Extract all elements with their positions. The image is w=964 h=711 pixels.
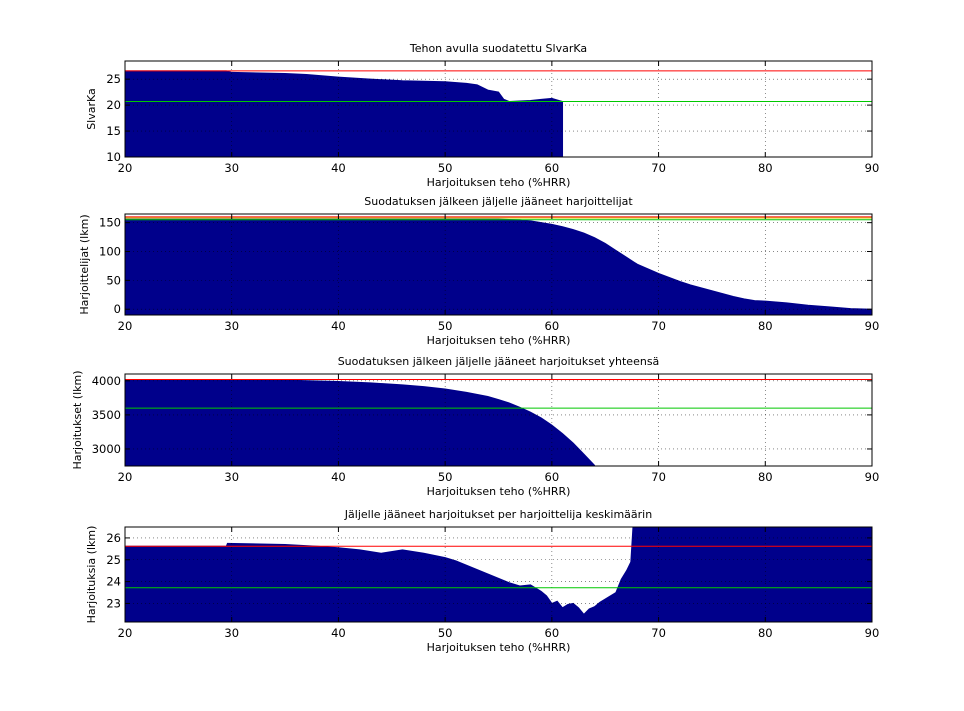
x-tick-label: 60 xyxy=(545,161,560,175)
subplot-1: 20 30 40 50 60 70 80 90 10 15 20 25 Tehon avulla suo… xyxy=(85,42,879,189)
x-tick-label: 50 xyxy=(438,626,453,640)
axes-box xyxy=(124,213,873,316)
x-tick-label: 40 xyxy=(331,626,346,640)
y-tick-label: 50 xyxy=(106,273,121,287)
x-tick-label: 20 xyxy=(118,161,133,175)
y-tick-label: 4000 xyxy=(92,374,121,388)
x-tick-label: 90 xyxy=(865,626,880,640)
x-tick-label: 40 xyxy=(331,319,346,333)
x-tick-label: 30 xyxy=(224,319,239,333)
y-tick-label: 150 xyxy=(99,216,121,230)
x-tick-label: 20 xyxy=(118,319,133,333)
x-axis-label: Harjoituksen teho (%HRR) xyxy=(427,176,571,189)
x-tick-label: 40 xyxy=(331,161,346,175)
x-tick-label: 30 xyxy=(224,161,239,175)
x-axis-label: Harjoituksen teho (%HRR) xyxy=(427,641,571,654)
x-tick-label: 80 xyxy=(758,626,773,640)
y-tick-label: 100 xyxy=(99,245,121,259)
x-tick-label: 90 xyxy=(865,470,880,484)
x-tick-label: 40 xyxy=(331,470,346,484)
x-tick-label: 50 xyxy=(438,470,453,484)
y-axis-label: Harjoittelijat (lkm) xyxy=(78,214,91,314)
chart-title: Tehon avulla suodatettu SlvarKa xyxy=(409,42,587,55)
x-tick-label: 20 xyxy=(118,470,133,484)
axes-box xyxy=(124,60,873,158)
x-tick-label: 70 xyxy=(651,161,666,175)
x-axis-label: Harjoituksen teho (%HRR) xyxy=(427,334,571,347)
data-area xyxy=(125,378,596,466)
y-axis-label: SlvarKa xyxy=(85,88,98,130)
y-tick-label: 23 xyxy=(106,596,121,610)
x-tick-label: 80 xyxy=(758,319,773,333)
y-tick-label: 3500 xyxy=(92,408,121,422)
x-axis-label: Harjoituksen teho (%HRR) xyxy=(427,485,571,498)
axes-box xyxy=(124,373,873,467)
subplot-2: 20 30 40 50 60 70 80 90 0 50 100 150 Suodatuksen jäl… xyxy=(78,195,879,347)
x-tick-label: 60 xyxy=(545,319,560,333)
x-tick-label: 30 xyxy=(224,470,239,484)
axes-box xyxy=(124,526,873,623)
x-tick-label: 70 xyxy=(651,626,666,640)
x-tick-label: 80 xyxy=(758,470,773,484)
chart-title: Jäljelle jääneet harjoitukset per harjoi… xyxy=(344,508,652,521)
y-tick-label: 25 xyxy=(106,72,121,86)
y-axis-label: Harjoitukset (lkm) xyxy=(71,370,84,469)
y-tick-label: 0 xyxy=(114,302,121,316)
y-tick-label: 20 xyxy=(106,98,121,112)
y-tick-label: 26 xyxy=(106,531,121,545)
x-tick-label: 50 xyxy=(438,319,453,333)
y-axis-label: Harjoituksia (lkm) xyxy=(85,526,98,624)
x-tick-label: 80 xyxy=(758,161,773,175)
subplot-3: 20 30 40 50 60 70 80 90 3000 3500 4000 Suodatuksen … xyxy=(71,355,879,498)
data-area xyxy=(125,70,564,157)
chart-title: Suodatuksen jälkeen jäljelle jääneet har… xyxy=(338,355,660,368)
y-tick-label: 24 xyxy=(106,575,121,589)
y-tick-label: 10 xyxy=(106,150,121,164)
subplot-4: 20 30 40 50 60 70 80 90 23 24 25 26 Jäljelle jääneet… xyxy=(85,508,879,654)
x-tick-label: 70 xyxy=(651,470,666,484)
x-tick-label: 90 xyxy=(865,161,880,175)
x-tick-label: 20 xyxy=(118,626,133,640)
x-tick-label: 50 xyxy=(438,161,453,175)
x-tick-label: 60 xyxy=(545,470,560,484)
y-tick-label: 15 xyxy=(106,124,121,138)
x-tick-label: 60 xyxy=(545,626,560,640)
x-tick-label: 70 xyxy=(651,319,666,333)
chart-title: Suodatuksen jälkeen jäljelle jääneet har… xyxy=(364,195,633,208)
y-tick-label: 25 xyxy=(106,553,121,567)
x-tick-label: 90 xyxy=(865,319,880,333)
y-tick-label: 3000 xyxy=(92,442,121,456)
x-tick-label: 30 xyxy=(224,626,239,640)
data-area xyxy=(125,527,872,622)
